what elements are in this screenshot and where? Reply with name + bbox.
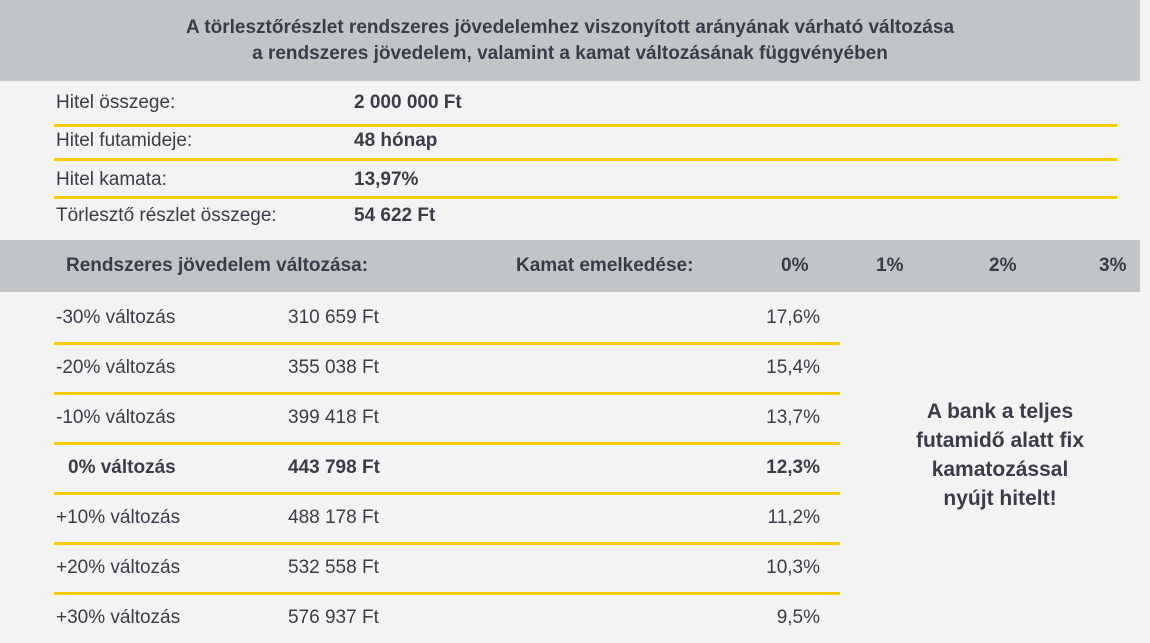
income-cell: 488 178 Ft (288, 507, 379, 528)
row-divider (54, 442, 840, 445)
row-divider (54, 592, 840, 595)
table-header: Rendszeres jövedelem változása: Kamat em… (0, 240, 1140, 292)
income-cell: 532 558 Ft (288, 557, 379, 578)
income-change-cell: +20% változás (56, 557, 181, 578)
info-label: Hitel futamideje: (56, 130, 193, 151)
divider (54, 196, 1117, 199)
ratio-cell: 13,7% (766, 407, 820, 428)
income-change-cell: +30% változás (56, 607, 181, 628)
ratio-cell: 9,5% (776, 607, 820, 628)
info-row-interest-rate: Hitel kamata: 13,97% (54, 162, 1117, 198)
header-rate-2: 2% (989, 255, 1017, 276)
header-rate-1: 1% (876, 255, 904, 276)
header-rate-increase: Kamat emelkedése: (516, 255, 694, 276)
header-income-change: Rendszeres jövedelem változása: (66, 255, 369, 276)
fixed-rate-note: A bank a teljes futamidő alatt fix kamat… (860, 397, 1140, 513)
info-value: 54 622 Ft (354, 205, 436, 226)
info-row-loan-term: Hitel futamideje: 48 hónap (54, 123, 1117, 159)
row-divider (54, 342, 840, 345)
note-line: futamidő alatt fix (915, 429, 1084, 452)
income-change-cell: -30% változás (56, 307, 176, 328)
row-divider (54, 542, 840, 545)
note-line: nyújt hitelt! (943, 487, 1057, 510)
title-line-2: a rendszeres jövedelem, valamint a kamat… (252, 43, 888, 64)
income-cell: 355 038 Ft (288, 357, 379, 378)
page-title: A törlesztőrészlet rendszeres jövedelemh… (0, 0, 1140, 81)
income-change-cell: -10% változás (56, 407, 176, 428)
income-change-cell: -20% változás (56, 357, 176, 378)
income-change-cell: 0% változás (68, 457, 176, 478)
info-value: 13,97% (354, 169, 419, 190)
note-line: kamatozással (931, 458, 1069, 481)
divider (54, 158, 1117, 161)
income-change-cell: +10% változás (56, 507, 181, 528)
table-row: +20% változás 532 558 Ft 10,3% (54, 543, 840, 593)
header-rate-0: 0% (781, 255, 809, 276)
info-label: Hitel kamata: (56, 169, 167, 190)
info-row-installment: Törlesztő részlet összege: 54 622 Ft (54, 198, 1117, 234)
table-row: -20% változás 355 038 Ft 15,4% (54, 343, 840, 393)
info-label: Hitel összege: (56, 92, 176, 113)
ratio-cell: 12,3% (766, 457, 820, 478)
income-cell: 443 798 Ft (288, 457, 380, 478)
ratio-cell: 10,3% (766, 557, 820, 578)
row-divider (54, 492, 840, 495)
table-row: +30% változás 576 937 Ft 9,5% (54, 593, 840, 643)
table-row: 0% változás 443 798 Ft 12,3% (54, 443, 840, 493)
income-cell: 310 659 Ft (288, 307, 379, 328)
table-row: -30% változás 310 659 Ft 17,6% (54, 293, 840, 343)
ratio-cell: 11,2% (767, 507, 820, 528)
income-cell: 399 418 Ft (288, 407, 379, 428)
ratio-cell: 15,4% (766, 357, 820, 378)
row-divider (54, 392, 840, 395)
table-row: +10% változás 488 178 Ft 11,2% (54, 493, 840, 543)
income-cell: 576 937 Ft (288, 607, 379, 628)
title-line-1: A törlesztőrészlet rendszeres jövedelemh… (185, 17, 955, 38)
info-value: 2 000 000 Ft (354, 92, 462, 113)
note-line: A bank a teljes (926, 400, 1074, 423)
info-row-loan-amount: Hitel összege: 2 000 000 Ft (54, 85, 1117, 121)
info-value: 48 hónap (354, 130, 438, 151)
header-rate-3: 3% (1099, 255, 1127, 276)
info-label: Törlesztő részlet összege: (56, 205, 277, 226)
divider (54, 124, 1117, 127)
ratio-cell: 17,6% (766, 307, 820, 328)
table-row: -10% változás 399 418 Ft 13,7% (54, 393, 840, 443)
